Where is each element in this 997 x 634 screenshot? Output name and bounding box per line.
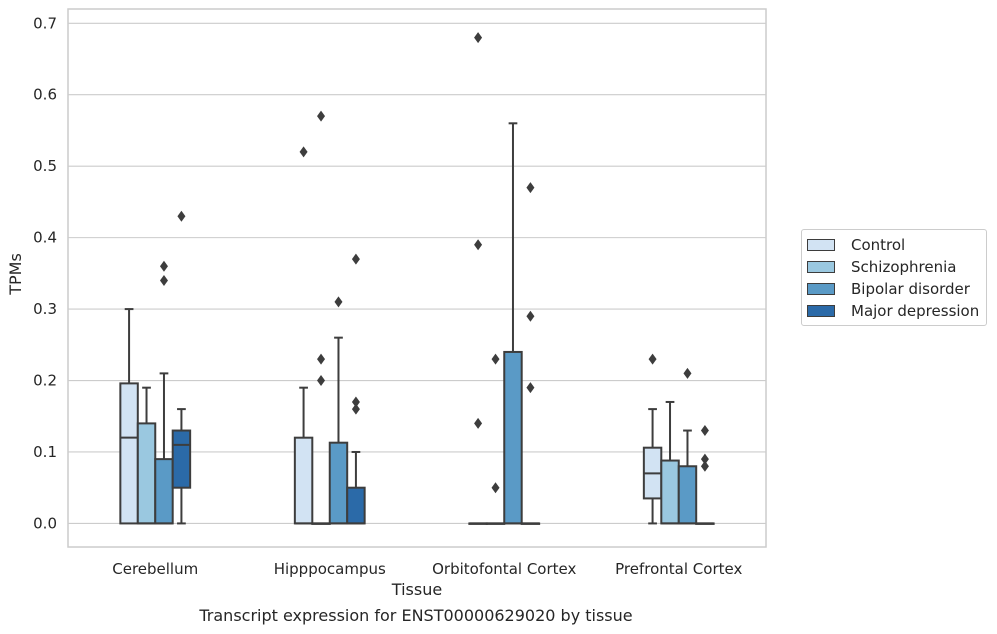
box-bipolar-disorder	[503, 350, 523, 525]
box-control	[119, 382, 139, 525]
x-tick-label: Cerebellum	[112, 560, 198, 578]
x-tick-label: Prefrontal Cortex	[615, 560, 742, 578]
outlier-point	[351, 396, 360, 408]
outlier-point	[474, 239, 483, 251]
box-schizophrenia	[136, 422, 157, 525]
chart-caption: Transcript expression for ENST0000062902…	[199, 606, 633, 625]
x-axis-label: Tissue	[391, 580, 442, 599]
outlier-point	[526, 310, 535, 322]
legend-swatch	[807, 239, 835, 251]
outlier-point	[526, 182, 535, 194]
plot-frame	[67, 8, 767, 548]
legend-swatch	[807, 283, 835, 295]
legend-swatch	[807, 305, 835, 317]
outlier-point	[317, 375, 326, 387]
legend-label: Schizophrenia	[851, 258, 957, 276]
outlier-point	[474, 417, 483, 429]
legend-label: Control	[851, 236, 906, 254]
legend-item-bipolar-disorder: Bipolar disorder	[807, 279, 970, 299]
y-axis-label: TPMs	[6, 253, 25, 296]
box-major-depression	[346, 486, 366, 525]
box-bipolar-disorder	[154, 458, 174, 525]
y-tick-label: 0.5	[33, 157, 57, 175]
outlier-point	[700, 425, 709, 437]
y-tick-label: 0.2	[33, 372, 57, 390]
outlier-point	[159, 260, 168, 272]
outlier-point	[299, 146, 308, 158]
outlier-point	[317, 110, 326, 122]
box-schizophrenia	[660, 459, 680, 525]
y-tick-label: 0.3	[33, 300, 57, 318]
outlier-point	[159, 275, 168, 287]
outlier-point	[474, 32, 483, 44]
outlier-point	[351, 403, 360, 415]
outlier-point	[700, 453, 709, 465]
y-tick-label: 0.0	[33, 514, 57, 532]
legend-label: Bipolar disorder	[851, 280, 970, 298]
legend-item-control: Control	[807, 235, 905, 255]
legend: Control Schizophrenia Bipolar disorder M…	[801, 229, 987, 326]
outlier-point	[683, 367, 692, 379]
y-tick-label: 0.7	[33, 14, 57, 32]
outlier-point	[317, 353, 326, 365]
y-tick-label: 0.4	[33, 229, 57, 247]
box-bipolar-disorder	[677, 465, 698, 525]
box-control	[293, 436, 314, 525]
outlier-point	[334, 296, 343, 308]
x-tick-label: Orbitofontal Cortex	[432, 560, 576, 578]
legend-item-major-depression: Major depression	[807, 301, 979, 321]
legend-item-schizophrenia: Schizophrenia	[807, 257, 956, 277]
outlier-point	[526, 382, 535, 394]
legend-label: Major depression	[851, 302, 980, 320]
outlier-point	[491, 353, 500, 365]
outlier-point	[700, 460, 709, 472]
y-tick-label: 0.6	[33, 86, 57, 104]
legend-swatch	[807, 261, 835, 273]
outlier-point	[177, 210, 186, 222]
box-bipolar-disorder	[328, 441, 349, 525]
outlier-point	[351, 253, 360, 265]
outlier-point	[648, 353, 657, 365]
y-tick-label: 0.1	[33, 443, 57, 461]
x-tick-label: Hipppocampus	[274, 560, 386, 578]
outlier-point	[491, 482, 500, 494]
box-major-depression	[171, 429, 192, 489]
